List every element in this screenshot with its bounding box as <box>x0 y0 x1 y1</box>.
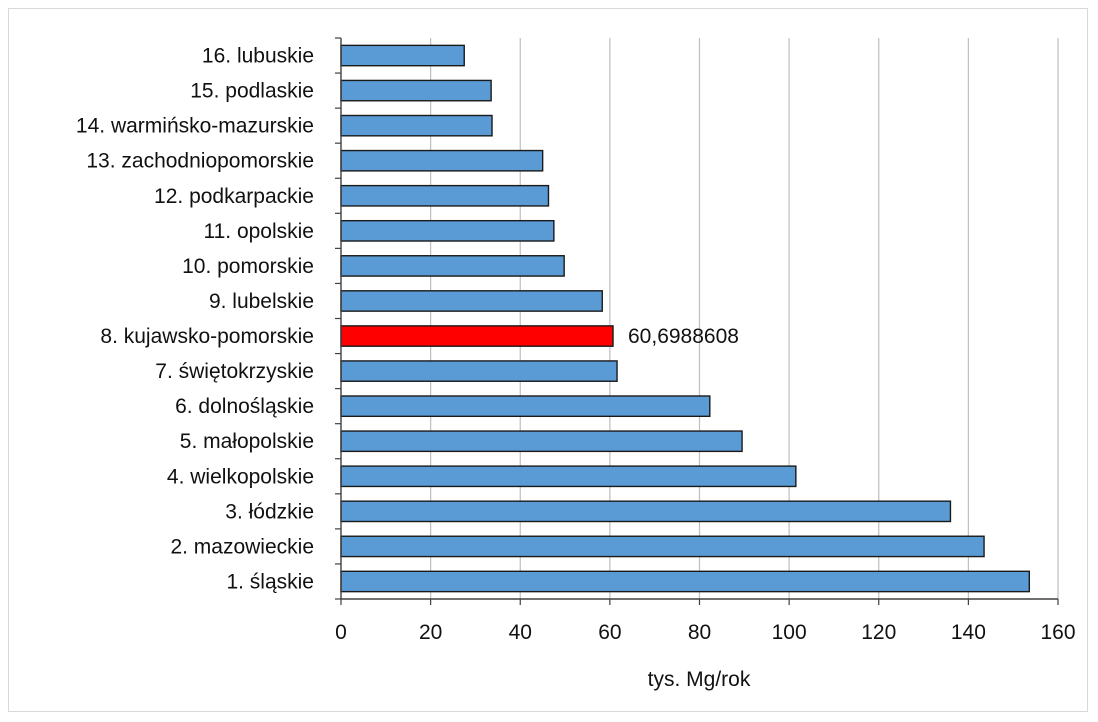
category-label: 15. podlaskie <box>190 80 314 103</box>
category-label: 6. dolnośląskie <box>175 395 314 418</box>
bar <box>340 395 711 418</box>
x-tick-label: 40 <box>509 621 532 644</box>
category-label: 5. małopolskie <box>180 430 314 453</box>
bar <box>340 149 544 172</box>
category-label: 13. zachodniopomorskie <box>86 150 314 173</box>
category-label: 1. śląskie <box>226 570 314 593</box>
bar <box>340 500 952 523</box>
bar <box>340 360 618 382</box>
chart-frame <box>8 8 1088 712</box>
x-tick-label: 140 <box>951 621 986 644</box>
bar <box>340 570 1031 593</box>
category-label: 14. warmińsko-mazurskie <box>76 115 314 138</box>
x-tick-label: 80 <box>688 621 711 644</box>
category-label: 3. łódzkie <box>225 500 314 523</box>
category-label: 4. wielkopolskie <box>167 465 314 488</box>
x-tick-label: 100 <box>772 621 807 644</box>
x-tick-label: 60 <box>598 621 621 644</box>
x-tick-label: 0 <box>335 621 347 644</box>
bar <box>340 430 743 453</box>
bar <box>340 44 465 67</box>
bars <box>340 44 1031 593</box>
category-label: 10. pomorskie <box>182 255 314 278</box>
category-label: 8. kujawsko-pomorskie <box>100 325 314 348</box>
bar <box>340 79 492 102</box>
category-label: 9. lubelskie <box>209 290 314 313</box>
category-label: 12. podkarpackie <box>154 185 314 208</box>
axes <box>335 37 1059 605</box>
category-label: 7. świętokrzyskie <box>155 360 314 383</box>
bar <box>340 219 555 242</box>
x-tick-label: 20 <box>419 621 442 644</box>
labels: 0 20 40 60 80 100 120 140 160 16. lubuskie 15. pod… <box>76 45 1076 644</box>
x-tick-label: 160 <box>1040 621 1075 644</box>
bar <box>340 114 493 137</box>
bar <box>340 465 797 488</box>
bar-highlighted <box>340 325 614 347</box>
x-tick-label: 120 <box>861 621 896 644</box>
data-label: 60,6988608 <box>628 325 739 348</box>
bar <box>340 184 550 207</box>
category-label: 2. mazowieckie <box>170 535 314 558</box>
category-label: 11. opolskie <box>203 220 314 243</box>
bar <box>340 290 603 312</box>
category-label: 16. lubuskie <box>202 45 314 68</box>
x-axis-title: tys. Mg/rok <box>648 668 751 691</box>
bar <box>340 255 565 277</box>
bar <box>340 535 985 558</box>
